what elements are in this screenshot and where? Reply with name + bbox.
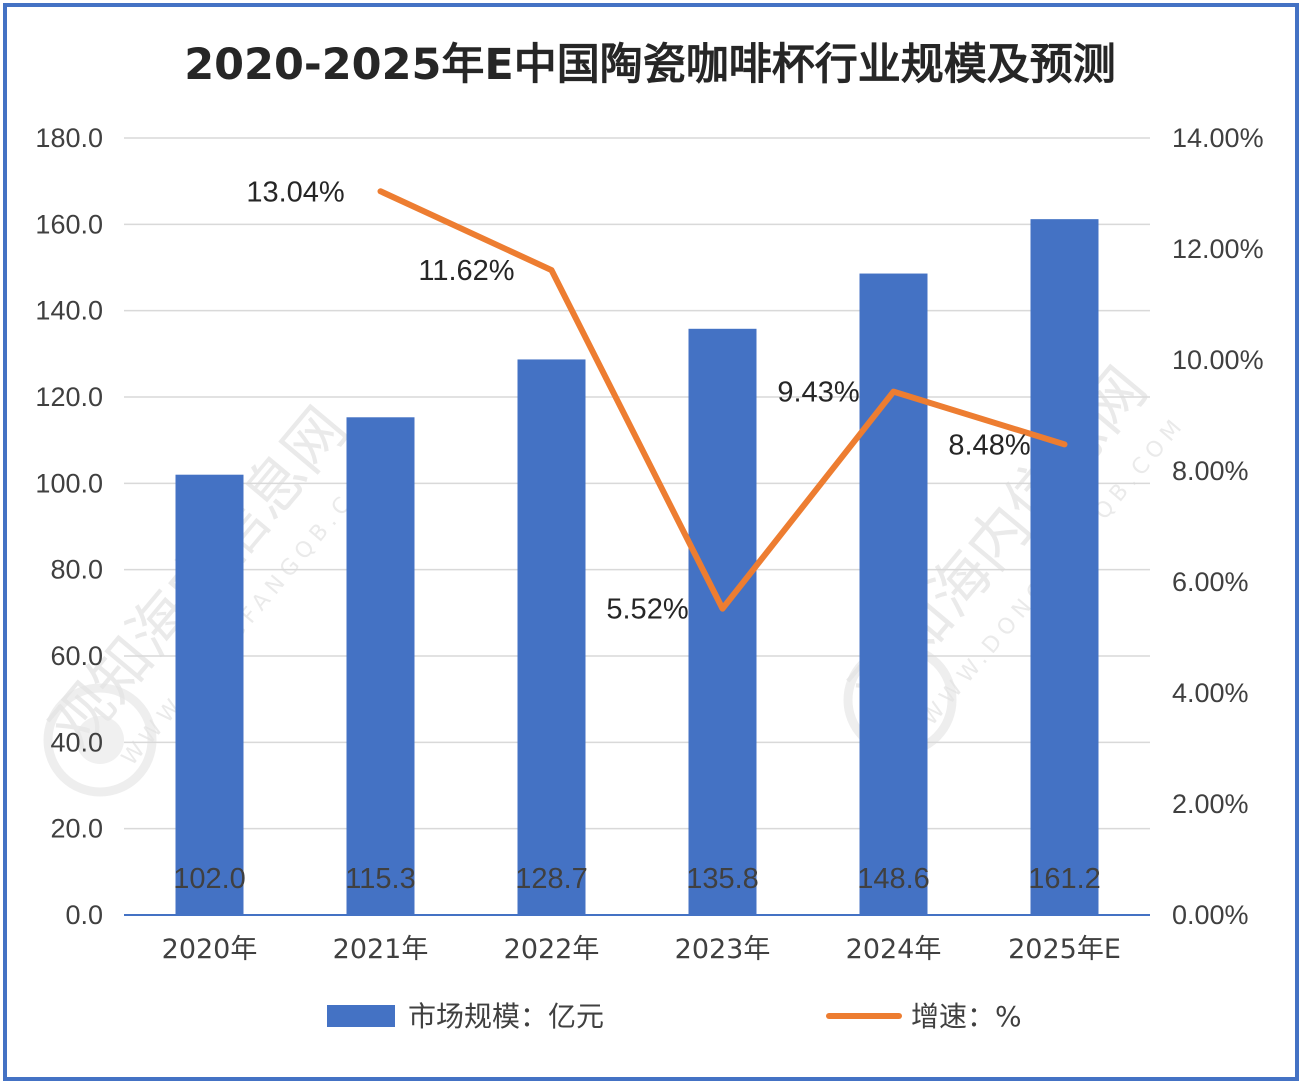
legend-bar-swatch	[327, 1005, 395, 1027]
left-tick-label: 120.0	[35, 382, 103, 412]
bar	[688, 328, 757, 916]
growth-value-label: 8.48%	[948, 429, 1030, 461]
right-tick-label: 14.00%	[1172, 123, 1264, 153]
x-axis: 2020年 2021年 2022年 2023年 2024年 2025年E	[124, 914, 1150, 965]
right-tick-label: 0.00%	[1172, 900, 1249, 930]
gridlines	[124, 137, 1150, 830]
left-tick-label: 0.0	[65, 900, 103, 930]
left-tick-label: 180.0	[35, 123, 103, 153]
bar	[1030, 219, 1099, 916]
right-tick-label: 12.00%	[1172, 234, 1264, 264]
left-tick-label: 140.0	[35, 296, 103, 326]
chart-title: 2020-2025年E中国陶瓷咖啡杯行业规模及预测	[184, 40, 1116, 90]
bar	[175, 474, 244, 915]
bar-value-label: 115.3	[345, 863, 415, 895]
bar-value-label: 148.6	[857, 863, 930, 895]
bar-value-label: 102.0	[173, 863, 246, 895]
left-tick-label: 40.0	[50, 727, 103, 757]
x-tick-label: 2021年	[333, 934, 429, 965]
left-axis: 0.0 20.0 40.0 60.0 80.0 100.0 120.0 140.0 160.0 1…	[35, 123, 103, 930]
line-series: 13.04% 11.62% 5.52% 9.43% 8.48%	[246, 176, 1068, 626]
left-tick-label: 160.0	[35, 209, 103, 239]
left-tick-label: 100.0	[35, 468, 103, 498]
watermark-ring	[43, 683, 157, 797]
growth-value-label: 13.04%	[246, 176, 344, 208]
growth-value-label: 9.43%	[777, 377, 859, 409]
x-tick-label: 2022年	[504, 934, 600, 965]
bar-series: 102.0 115.3 128.7 135.8 148.6 161.2	[173, 219, 1101, 916]
legend-line-label: 增速：%	[911, 1000, 1022, 1033]
legend: 市场规模：亿元 增速：%	[327, 1000, 1022, 1033]
watermark-logo-icon	[43, 683, 157, 797]
x-tick-label: 2025年E	[1008, 934, 1121, 965]
bar-value-label: 128.7	[515, 863, 588, 895]
growth-value-label: 5.52%	[606, 594, 688, 626]
right-tick-label: 2.00%	[1172, 789, 1249, 819]
left-tick-label: 60.0	[50, 641, 103, 671]
bar	[346, 417, 415, 915]
right-tick-label: 4.00%	[1172, 678, 1249, 708]
right-axis: 0.00% 2.00% 4.00% 6.00% 8.00% 10.00% 12.00% 14.…	[1172, 123, 1264, 930]
growth-value-label: 11.62%	[418, 255, 514, 287]
x-tick-label: 2020年	[162, 934, 258, 965]
bar-value-label: 161.2	[1028, 863, 1101, 895]
bar	[517, 359, 586, 915]
x-tick-label: 2024年	[846, 934, 942, 965]
legend-bar-label: 市场规模：亿元	[408, 1000, 604, 1033]
right-tick-label: 6.00%	[1172, 567, 1249, 597]
watermark-dot	[76, 716, 124, 764]
right-tick-label: 8.00%	[1172, 456, 1249, 486]
bar-value-label: 135.8	[686, 863, 759, 895]
left-tick-label: 80.0	[50, 555, 103, 585]
right-tick-label: 10.00%	[1172, 345, 1264, 375]
bar	[859, 273, 928, 915]
left-tick-label: 20.0	[50, 814, 103, 844]
x-tick-label: 2023年	[675, 934, 771, 965]
